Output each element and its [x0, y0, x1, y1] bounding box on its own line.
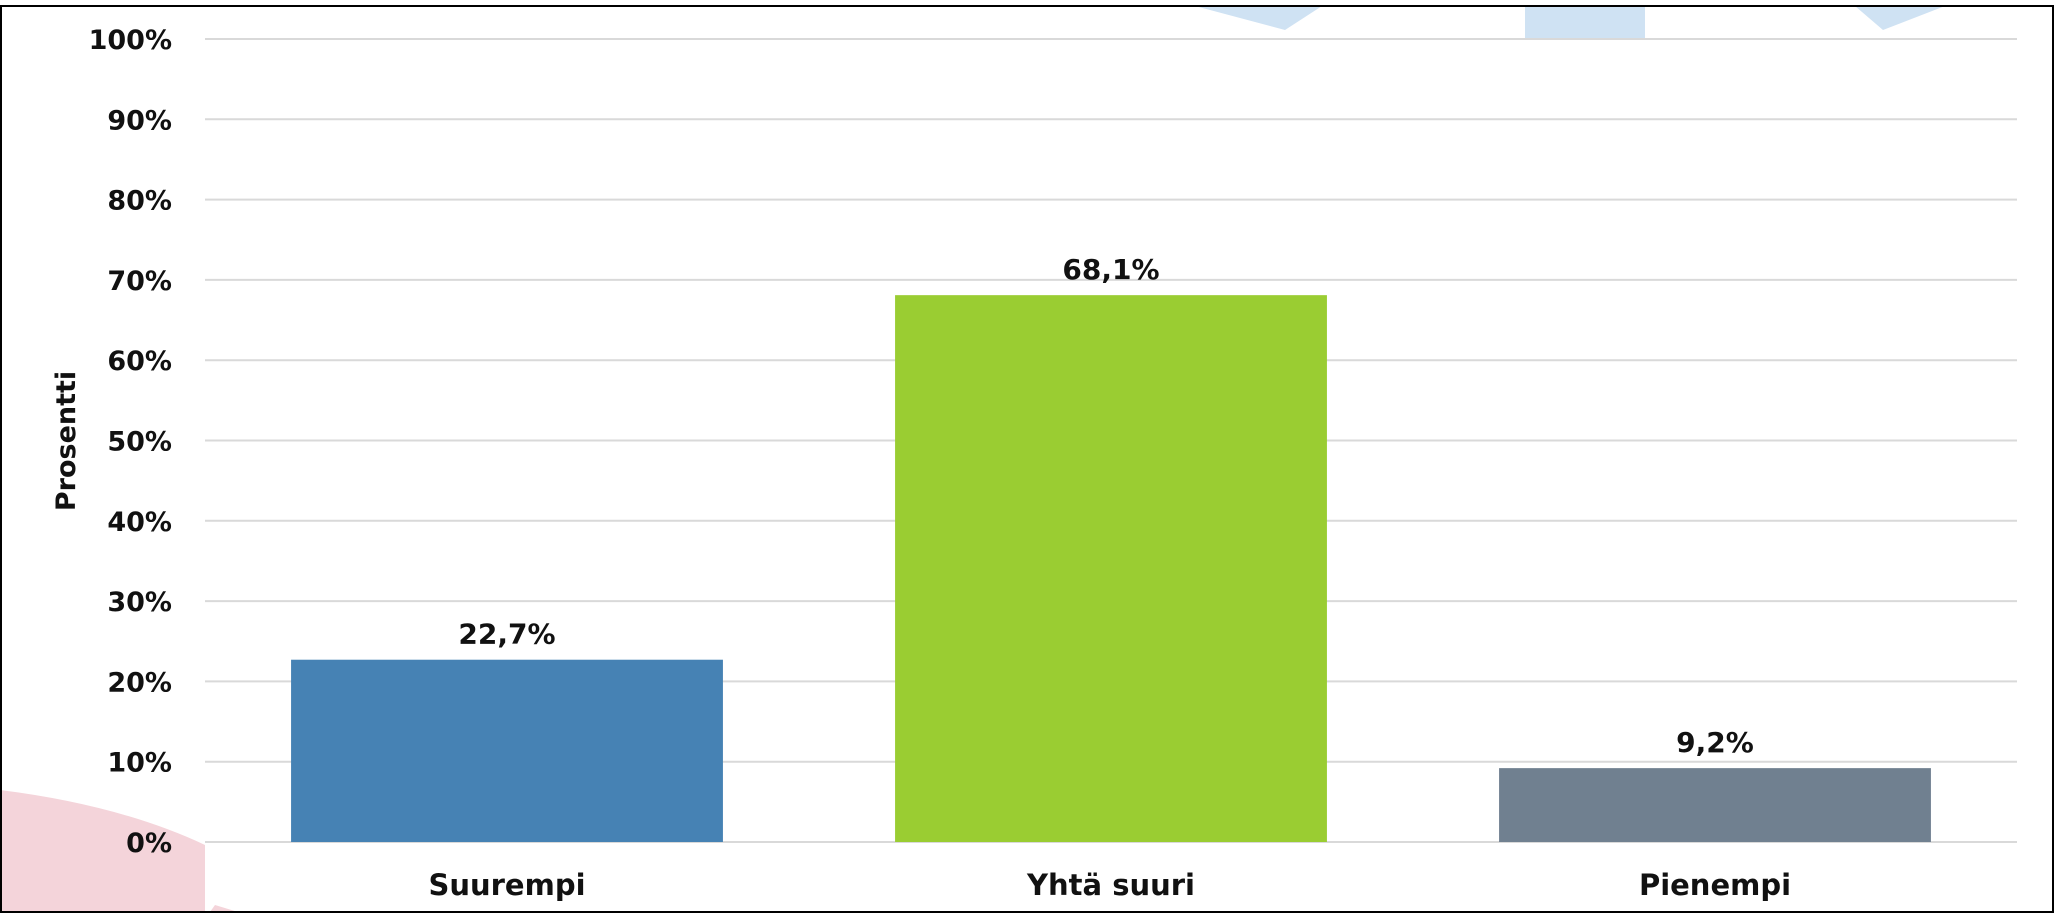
x-tick-label: Yhtä suuri: [1026, 868, 1195, 902]
y-tick-label: 20%: [107, 667, 172, 698]
y-tick-label: 10%: [107, 748, 172, 779]
data-labels: 22,7% 68,1% 9,2%: [458, 253, 1753, 759]
decor-pink-arc: [0, 790, 205, 912]
data-label: 9,2%: [1676, 726, 1754, 759]
y-tick-label: 40%: [107, 507, 172, 538]
decor-pink-corner: [210, 905, 238, 912]
x-tick-label: Suurempi: [428, 868, 585, 902]
bar: [291, 659, 723, 842]
bars: [291, 295, 1931, 843]
data-label: 22,7%: [458, 618, 555, 651]
y-tick-label: 100%: [89, 25, 172, 56]
y-tick-label: 70%: [107, 266, 172, 297]
decor-wedge-right: [1855, 6, 1945, 30]
y-tick-label: 90%: [107, 105, 172, 136]
y-tick-label: 80%: [107, 186, 172, 217]
y-tick-label: 60%: [107, 346, 172, 377]
y-tick-label: 50%: [107, 427, 172, 458]
data-label: 68,1%: [1062, 253, 1159, 286]
decor-block: [1525, 6, 1645, 39]
y-axis-ticks: 0% 10% 20% 30% 40% 50% 60% 70% 80% 90% 100%: [89, 25, 172, 859]
bar: [1499, 768, 1931, 842]
x-tick-label: Pienempi: [1639, 868, 1791, 902]
bar: [895, 295, 1327, 843]
background-decoration: [0, 6, 1945, 912]
y-tick-label: 30%: [107, 587, 172, 618]
decor-wedge-left: [1195, 6, 1322, 30]
chart-border: [0, 5, 2054, 913]
y-tick-label: 0%: [126, 828, 172, 859]
y-axis-label: Prosentti: [51, 371, 82, 511]
x-axis-ticks: Suurempi Yhtä suuri Pienempi: [428, 868, 1791, 902]
